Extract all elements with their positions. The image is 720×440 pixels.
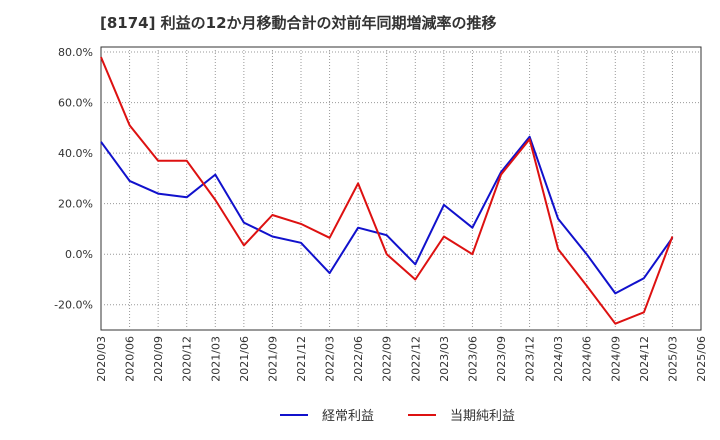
legend-label-1: 経常利益 xyxy=(322,409,374,424)
x-tick-label: 2022/09 xyxy=(381,336,394,382)
x-tick-label: 2024/12 xyxy=(638,336,651,382)
y-tick-label: 20.0% xyxy=(58,198,93,211)
y-tick-label: 0.0% xyxy=(65,248,93,261)
legend: 経常利益 当期純利益 xyxy=(280,409,515,424)
plot-frame xyxy=(100,46,702,331)
x-tick-label: 2024/09 xyxy=(609,336,622,382)
x-tick-label: 2020/12 xyxy=(181,336,194,382)
x-tick-label: 2021/03 xyxy=(209,336,222,382)
x-tick-label: 2024/06 xyxy=(581,336,594,382)
x-tick-label: 2023/09 xyxy=(495,336,508,382)
x-tick-label: 2020/09 xyxy=(152,336,165,382)
chart-title: [8174] 利益の12か月移動合計の対前年同期増減率の推移 xyxy=(100,14,497,32)
x-tick-label: 2023/03 xyxy=(438,336,451,382)
x-tick-label: 2022/12 xyxy=(409,336,422,382)
x-tick-label: 2021/06 xyxy=(238,336,251,382)
plot-area: -20.0% 0.0% 20.0% 40.0% 60.0% 80.0% 2020/03 202… xyxy=(54,46,708,382)
x-tick-label: 2025/03 xyxy=(666,336,679,382)
x-tick-label: 2025/06 xyxy=(695,336,708,382)
y-tick-label: 80.0% xyxy=(58,46,93,59)
series-line-1 xyxy=(100,135,674,295)
x-tick-label: 2020/06 xyxy=(124,336,137,382)
x-tick-label: 2024/03 xyxy=(552,336,565,382)
x-tick-label: 2022/03 xyxy=(324,336,337,382)
legend-label-2: 当期純利益 xyxy=(450,409,515,424)
y-tick-label: 60.0% xyxy=(58,97,93,110)
x-tick-label: 2023/06 xyxy=(466,336,479,382)
y-tick-label: 40.0% xyxy=(58,147,93,160)
x-tick-label: 2021/09 xyxy=(266,336,279,382)
x-tick-label: 2023/12 xyxy=(524,336,537,382)
y-tick-label: -20.0% xyxy=(54,299,93,312)
x-tick-label: 2020/03 xyxy=(95,336,108,382)
series-line-2 xyxy=(100,56,674,325)
x-tick-label: 2021/12 xyxy=(295,336,308,382)
x-tick-label: 2022/06 xyxy=(352,336,365,382)
